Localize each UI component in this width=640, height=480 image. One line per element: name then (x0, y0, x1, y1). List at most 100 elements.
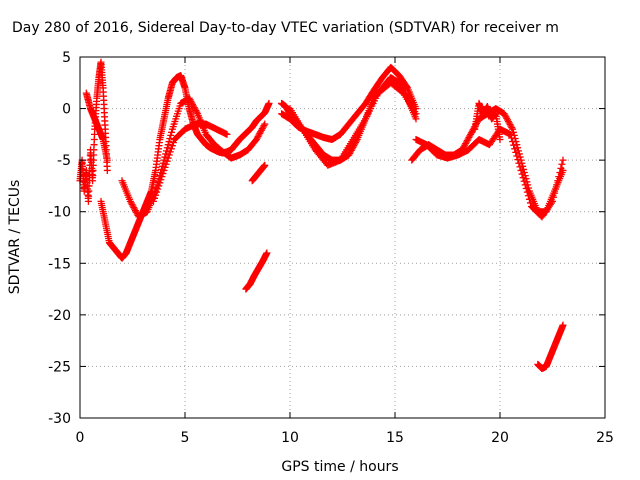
data-point (551, 189, 559, 197)
data-point (464, 135, 472, 143)
data-point (508, 124, 516, 132)
data-point (260, 122, 268, 130)
x-tick-label: 10 (281, 430, 299, 446)
data-point (467, 129, 475, 137)
x-tick-label: 5 (181, 430, 190, 446)
data-point (103, 156, 111, 164)
y-tick-label: -30 (48, 411, 71, 427)
data-point (256, 129, 264, 137)
data-series (412, 125, 567, 221)
data-point (504, 117, 512, 125)
plot-frame (79, 56, 606, 419)
data-point (257, 126, 265, 134)
y-tick-label: -15 (48, 256, 71, 272)
data-point (550, 193, 558, 201)
x-axis-label: GPS time / hours (281, 459, 398, 475)
data-point (555, 173, 563, 181)
data-point (504, 116, 512, 124)
data-point (554, 177, 562, 185)
data-point (161, 153, 169, 161)
data-point (187, 97, 195, 105)
data-point (524, 192, 532, 200)
data-point (168, 142, 176, 150)
data-point (167, 145, 175, 153)
data-point (169, 139, 177, 147)
data-point (166, 148, 174, 156)
data-point (152, 191, 160, 199)
data-series (471, 99, 504, 144)
data-points (76, 58, 567, 372)
data-point (261, 120, 269, 128)
data-point (191, 105, 199, 113)
data-point (163, 144, 171, 152)
data-point (151, 194, 159, 202)
y-tick-label: 0 (62, 102, 71, 118)
data-point (164, 141, 172, 149)
data-point (254, 132, 262, 140)
data-point (157, 176, 165, 184)
data-point (263, 249, 271, 257)
data-point (556, 169, 564, 177)
data-point (154, 185, 162, 193)
y-tick-label: -20 (48, 308, 71, 324)
data-point (516, 163, 524, 171)
data-point (132, 208, 140, 216)
data-point (463, 137, 471, 145)
data-point (547, 199, 555, 207)
data-point (257, 128, 265, 136)
data-point (153, 188, 161, 196)
data-point (161, 163, 169, 171)
data-series (76, 58, 111, 205)
data-point (129, 202, 137, 210)
data-point (552, 185, 560, 193)
data-point (150, 197, 157, 205)
data-point (163, 147, 171, 155)
data-point (500, 110, 508, 118)
data-point (515, 159, 523, 167)
data-point (165, 151, 173, 159)
axis-ticks: 0 5 10 15 20 25 5 0 -5 -10 -15 -20 -25 -30 (48, 50, 614, 446)
data-point (467, 130, 475, 138)
data-point (155, 182, 163, 190)
data-point (559, 156, 567, 164)
x-tick-label: 20 (491, 430, 509, 446)
data-point (168, 128, 176, 136)
data-point (258, 125, 266, 133)
data-point (261, 161, 269, 169)
data-point (167, 131, 175, 139)
data-point (558, 160, 566, 168)
data-series (97, 72, 273, 262)
data-point (506, 121, 514, 129)
y-tick-label: -25 (48, 359, 71, 375)
data-point (496, 136, 504, 144)
data-point (525, 195, 533, 203)
data-point (553, 181, 561, 189)
chart-title: Day 280 of 2016, Sidereal Day-to-day VTE… (12, 20, 559, 36)
data-point (158, 173, 166, 181)
data-point (461, 141, 469, 149)
data-series (82, 89, 111, 164)
data-point (507, 122, 515, 130)
data-point (192, 107, 200, 115)
data-point (265, 99, 273, 107)
data-point (512, 148, 520, 156)
data-point (526, 199, 534, 207)
data-point (523, 188, 531, 196)
y-tick-label: 5 (62, 50, 71, 66)
data-point (162, 150, 170, 158)
data-point (160, 166, 168, 174)
data-point (559, 321, 567, 329)
data-point (501, 111, 509, 119)
data-point (188, 99, 196, 107)
data-point (519, 174, 527, 182)
x-tick-label: 15 (386, 430, 404, 446)
data-point (131, 205, 139, 213)
data-point (557, 164, 565, 172)
y-axis-label: SDTVAR / TECUs (7, 180, 23, 295)
data-point (189, 100, 197, 108)
data-point (156, 179, 164, 187)
x-tick-label: 0 (76, 430, 85, 446)
data-point (130, 204, 138, 212)
data-point (193, 108, 201, 116)
